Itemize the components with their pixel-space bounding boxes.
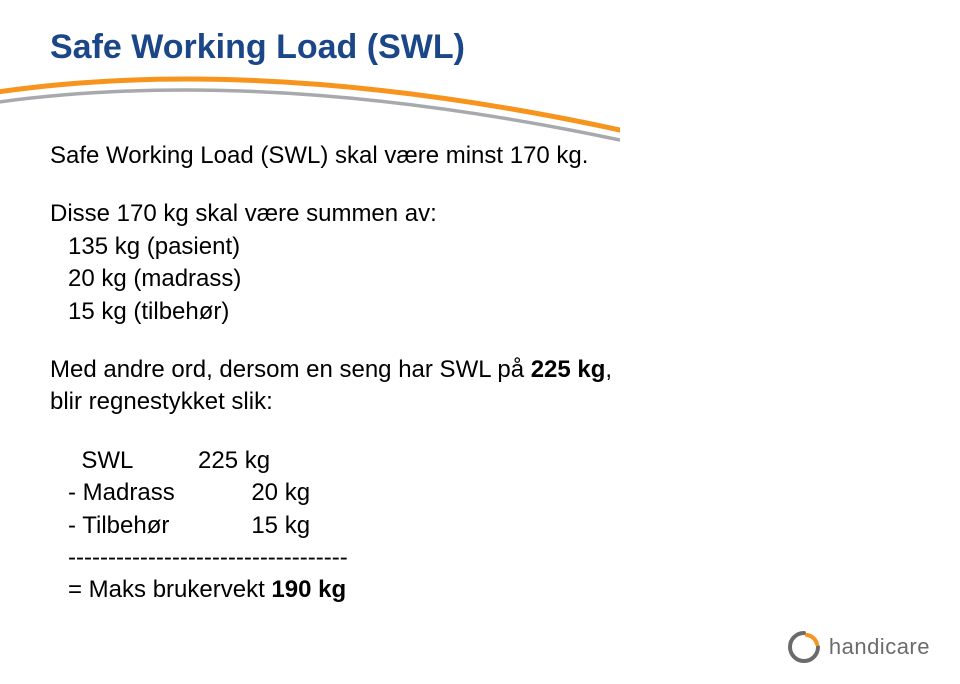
calc-row-swl: SWL 225 kg	[68, 445, 612, 477]
calc-separator: -----------------------------------	[68, 542, 612, 574]
sum-item-tilbehor: 15 kg (tilbehør)	[68, 296, 612, 328]
body-content: Safe Working Load (SWL) skal være minst …	[50, 140, 612, 607]
swoosh-divider	[0, 68, 620, 148]
page-title: Safe Working Load (SWL)	[50, 28, 465, 67]
calc-result: = Maks brukervekt 190 kg	[68, 574, 612, 606]
logo-icon	[787, 630, 821, 664]
calc-row-tilbehor: - Tilbehør 15 kg	[68, 510, 612, 542]
sum-item-pasient: 135 kg (pasient)	[68, 231, 612, 263]
example-intro-line1: Med andre ord, dersom en seng har SWL på…	[50, 354, 612, 386]
handicare-logo: handicare	[787, 630, 930, 664]
sum-heading: Disse 170 kg skal være summen av:	[50, 198, 612, 230]
intro-line: Safe Working Load (SWL) skal være minst …	[50, 140, 612, 172]
logo-text: handicare	[829, 634, 930, 660]
calc-row-madrass: - Madrass 20 kg	[68, 477, 612, 509]
sum-item-madrass: 20 kg (madrass)	[68, 263, 612, 295]
example-intro-line2: blir regnestykket slik:	[50, 386, 612, 418]
